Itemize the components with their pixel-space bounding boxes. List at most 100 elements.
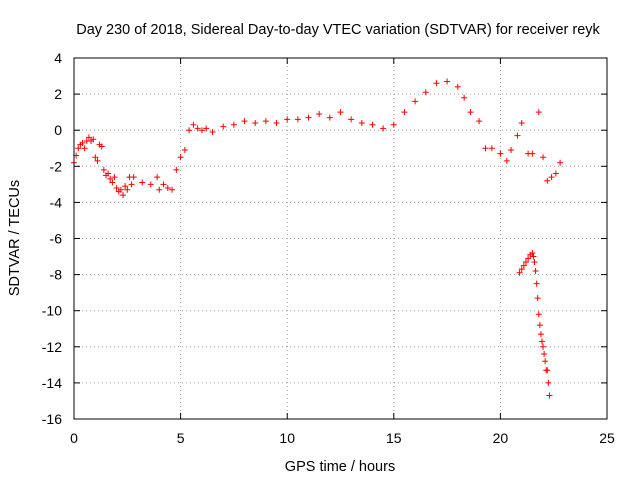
data-point-main-trace — [113, 184, 120, 191]
x-tick-label: 10 — [279, 430, 295, 446]
data-point-lower-branch — [541, 351, 548, 358]
data-point-main-trace — [316, 110, 323, 117]
data-point-main-trace — [90, 136, 97, 143]
data-point-main-trace — [518, 119, 525, 126]
data-point-main-trace — [305, 114, 312, 121]
data-point-main-trace — [401, 109, 408, 116]
data-point-main-trace — [181, 147, 188, 154]
data-point-main-trace — [94, 157, 101, 164]
data-point-lower-branch — [535, 311, 542, 318]
data-point-main-trace — [203, 125, 210, 132]
data-point-main-trace — [552, 170, 559, 177]
y-tick-label: -8 — [50, 267, 63, 283]
data-point-main-trace — [169, 186, 176, 193]
data-point-main-trace — [79, 139, 86, 146]
data-point-main-trace — [390, 121, 397, 128]
x-tick-label: 5 — [177, 430, 185, 446]
y-tick-label: -14 — [42, 375, 62, 391]
y-tick-label: 4 — [54, 50, 62, 66]
data-point-main-trace — [348, 116, 355, 123]
data-point-main-trace — [497, 150, 504, 157]
x-tick-label: 0 — [70, 430, 78, 446]
data-point-main-trace — [294, 116, 301, 123]
data-point-lower-branch — [533, 280, 540, 287]
data-point-main-trace — [508, 147, 515, 154]
data-point-main-trace — [337, 109, 344, 116]
data-point-main-trace — [252, 119, 259, 126]
data-point-main-trace — [100, 166, 107, 173]
data-point-main-trace — [412, 98, 419, 105]
data-point-lower-branch — [538, 338, 545, 345]
data-point-main-trace — [544, 177, 551, 184]
data-point-main-trace — [422, 89, 429, 96]
data-point-main-trace — [122, 183, 129, 190]
data-point-main-trace — [358, 119, 365, 126]
data-point-lower-branch — [516, 269, 523, 276]
y-tick-label: -10 — [42, 303, 62, 319]
data-point-main-trace — [130, 174, 137, 181]
data-point-lower-branch — [525, 255, 532, 262]
data-point-main-trace — [380, 125, 387, 132]
data-point-main-trace — [454, 83, 461, 90]
data-points — [71, 78, 564, 399]
y-tick-label: -12 — [42, 339, 62, 355]
data-point-lower-branch — [540, 343, 547, 350]
y-tick-label: -16 — [42, 411, 62, 427]
grid-lines — [74, 58, 607, 419]
y-axis-label: SDTVAR / TECUs — [7, 180, 23, 296]
data-point-lower-branch — [544, 367, 551, 374]
data-point-main-trace — [111, 174, 118, 181]
data-point-main-trace — [98, 143, 105, 150]
data-point-main-trace — [156, 186, 163, 193]
data-point-main-trace — [535, 109, 542, 116]
data-point-lower-branch — [522, 258, 529, 265]
data-point-main-trace — [177, 154, 184, 161]
data-point-lower-branch — [534, 295, 541, 302]
data-point-main-trace — [476, 118, 483, 125]
data-point-main-trace — [124, 186, 131, 193]
y-tick-label: 2 — [54, 86, 62, 102]
data-point-main-trace — [186, 127, 193, 134]
data-point-main-trace — [81, 145, 88, 152]
data-point-main-trace — [198, 127, 205, 134]
axis-ticks: 0 5 10 15 20 25 -16 -14 -12 -10 -8 -6 -4 -2 0 2 4 — [42, 50, 615, 446]
data-point-main-trace — [488, 145, 495, 152]
data-point-main-trace — [164, 184, 171, 191]
data-point-main-trace — [194, 125, 201, 132]
data-point-lower-branch — [531, 258, 538, 265]
data-point-lower-branch — [530, 253, 537, 260]
data-point-lower-branch — [520, 262, 527, 269]
data-point-main-trace — [241, 118, 248, 125]
data-point-main-trace — [467, 109, 474, 116]
data-point-lower-branch — [545, 379, 552, 386]
data-point-main-trace — [433, 80, 440, 87]
data-point-main-trace — [209, 129, 216, 136]
data-point-main-trace — [220, 123, 227, 130]
x-tick-label: 20 — [493, 430, 509, 446]
data-point-main-trace — [540, 154, 547, 161]
x-axis-label: GPS time / hours — [285, 459, 395, 475]
data-point-main-trace — [120, 192, 127, 199]
data-point-main-trace — [284, 116, 291, 123]
data-point-main-trace — [461, 94, 468, 101]
data-point-main-trace — [92, 154, 99, 161]
data-point-main-trace — [85, 134, 92, 141]
data-point-main-trace — [482, 145, 489, 152]
data-point-main-trace — [529, 150, 536, 157]
data-point-lower-branch — [518, 266, 525, 273]
data-point-main-trace — [503, 157, 510, 164]
x-tick-label: 15 — [386, 430, 402, 446]
data-point-main-trace — [105, 170, 112, 177]
y-tick-label: -2 — [50, 158, 63, 174]
data-point-main-trace — [160, 181, 167, 188]
y-tick-label: -4 — [50, 194, 63, 210]
data-point-lower-branch — [546, 392, 553, 399]
data-point-main-trace — [273, 119, 280, 126]
data-point-main-trace — [154, 174, 161, 181]
chart-title: Day 230 of 2018, Sidereal Day-to-day VTE… — [76, 22, 600, 38]
data-point-main-trace — [514, 132, 521, 139]
data-point-main-trace — [128, 181, 135, 188]
data-point-main-trace — [326, 114, 333, 121]
x-tick-label: 25 — [599, 430, 615, 446]
